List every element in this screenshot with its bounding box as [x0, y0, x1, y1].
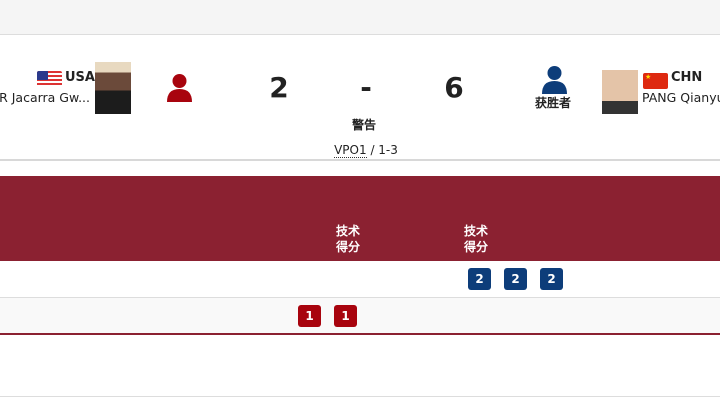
column-header-tech-points: 技术 得分	[463, 224, 488, 254]
column-header-tech-points: 技术 得分	[335, 224, 360, 254]
right-score: 6	[444, 71, 464, 104]
score-separator: -	[360, 71, 372, 104]
chn-flag-icon: ★	[643, 73, 668, 89]
point-badge: 1	[298, 305, 321, 327]
right-noc: CHN	[671, 70, 703, 85]
usa-flag-icon	[37, 71, 62, 87]
victory-sep: /	[366, 143, 379, 157]
table-row: 1 1	[0, 298, 720, 335]
left-noc: USA	[65, 70, 95, 85]
right-athlete-photo	[602, 62, 638, 114]
right-athlete-name[interactable]: PANG Qianyu	[642, 90, 720, 105]
user-icon-blue	[542, 66, 567, 94]
point-badge: 2	[468, 268, 491, 290]
classification-points: 1-3	[378, 143, 398, 157]
user-icon-red	[167, 74, 192, 102]
point-badge: 1	[334, 305, 357, 327]
top-bar	[0, 0, 720, 35]
divider	[0, 396, 720, 397]
point-badge: 2	[504, 268, 527, 290]
left-score: 2	[269, 71, 289, 104]
decision-label: 警告	[351, 118, 376, 132]
winner-label: 获胜者	[534, 96, 571, 110]
match-header: USA R Jacarra Gw... 2 - 6 警告 VPO1 / 1-3 …	[0, 35, 720, 161]
left-athlete-name[interactable]: R Jacarra Gw...	[0, 90, 90, 105]
left-athlete-photo	[95, 62, 131, 114]
table-header: 技术 得分 技术 得分	[0, 176, 720, 261]
table-row: 2 2 2	[0, 261, 720, 298]
victory-info: VPO1 / 1-3	[316, 143, 416, 158]
victory-type[interactable]: VPO1	[334, 143, 367, 158]
point-badge: 2	[540, 268, 563, 290]
